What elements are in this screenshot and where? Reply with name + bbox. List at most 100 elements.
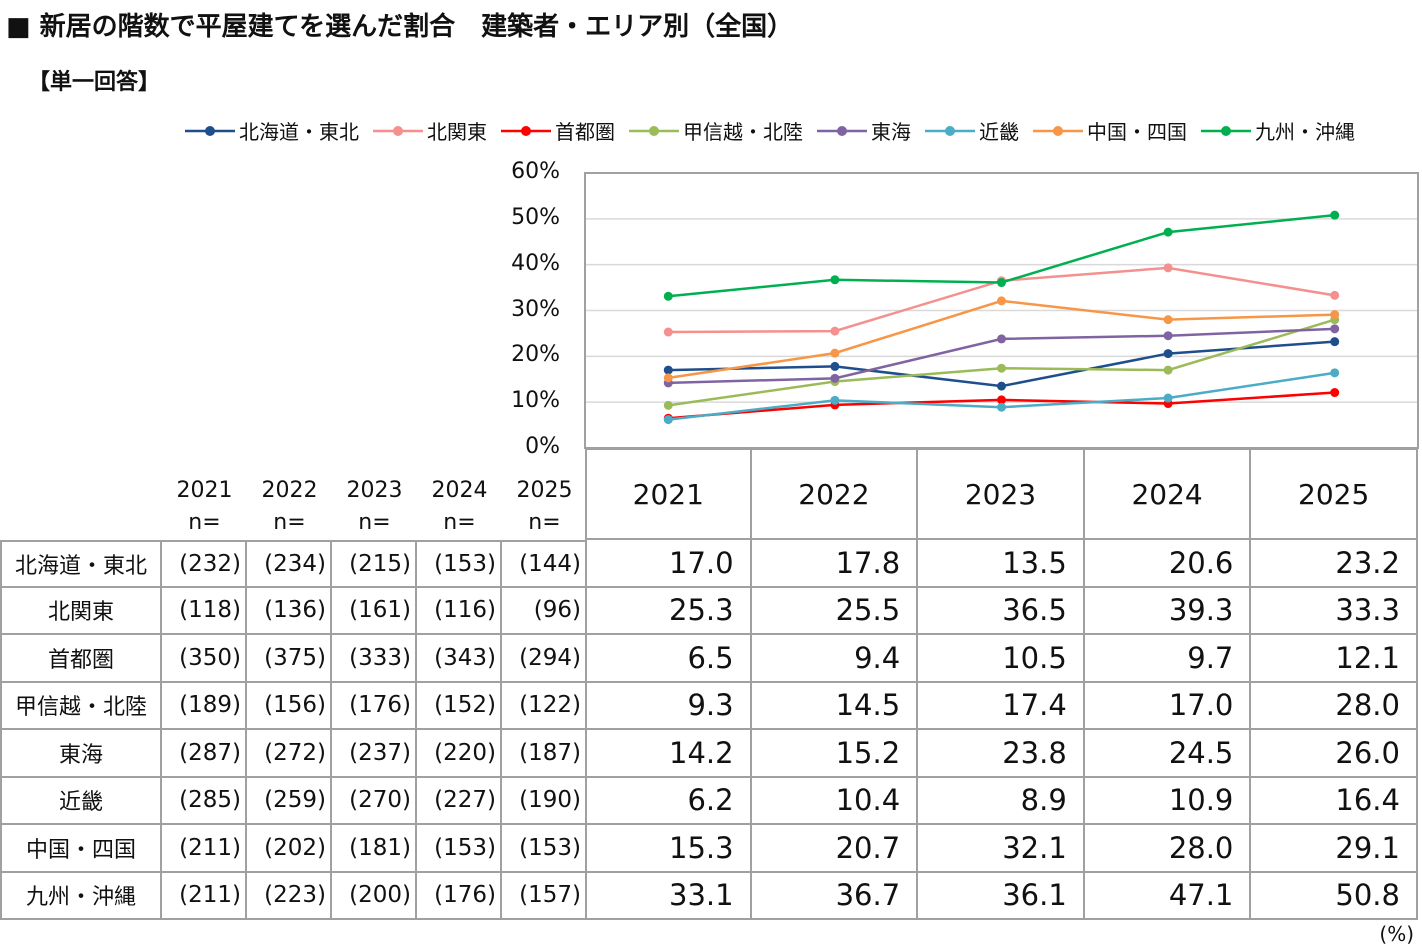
value-cell-text: 23.2 (1335, 545, 1400, 580)
legend-item: 北関東 (373, 116, 487, 145)
value-cell-text: 17.8 (835, 545, 901, 580)
value-cell-text: 6.5 (687, 640, 734, 675)
legend-label: 首都圏 (555, 120, 615, 144)
row-label: 九州・沖縄 (0, 872, 162, 920)
data-point (830, 395, 840, 405)
legend-marker-icon (373, 125, 423, 136)
sample-size-cell: (285) (162, 777, 247, 825)
sample-size-cell-text: (285) (179, 787, 241, 814)
y-tick-label: 20% (511, 342, 560, 368)
value-cell-text: 28.0 (1335, 688, 1400, 723)
value-cell: 17.8 (751, 540, 919, 588)
sample-size-cell: (96) (502, 587, 587, 635)
year-header: 2025 (1251, 448, 1418, 540)
value-cell-text: 50.8 (1335, 878, 1400, 913)
n-year-header: 2023 (346, 478, 403, 503)
sample-size-cell-text: (287) (179, 739, 241, 766)
legend-item: 近畿 (925, 116, 1019, 145)
sample-size-cell-text: (118) (179, 597, 241, 624)
value-cell-text: 28.0 (1168, 830, 1234, 865)
y-tick-label: 30% (511, 296, 560, 322)
sample-size-cell-text: (176) (349, 692, 411, 719)
year-header-text: 2021 (632, 477, 704, 511)
n-label: n= (358, 510, 391, 535)
data-point (663, 327, 673, 337)
data-point (1330, 337, 1340, 347)
sample-size-cell-text: (122) (519, 692, 581, 719)
year-header-text: 2023 (964, 477, 1037, 511)
legend-item: 首都圏 (501, 116, 615, 145)
data-point (997, 381, 1006, 391)
sample-size-cell: (136) (247, 587, 332, 635)
sample-size-cell: (202) (247, 825, 332, 873)
data-point (1330, 324, 1340, 334)
row-label: 北関東 (0, 587, 162, 635)
value-cell: 32.1 (918, 825, 1085, 873)
year-header: 2024 (1084, 448, 1252, 540)
sample-size-cell-text: (227) (434, 787, 496, 814)
y-tick-label: 60% (511, 159, 560, 184)
data-point (997, 278, 1006, 288)
sample-size-cell: (190) (502, 777, 587, 825)
legend-item: 北海道・東北 (185, 116, 359, 145)
sample-size-cell: (189) (162, 682, 247, 730)
value-cell: 23.2 (1251, 540, 1418, 588)
value-cell: 25.3 (585, 587, 752, 635)
value-cell: 15.2 (751, 730, 919, 778)
data-point (830, 373, 840, 383)
year-header-text: 2022 (798, 477, 870, 511)
value-cell-text: 15.3 (669, 830, 734, 865)
sample-size-cell: (187) (502, 730, 587, 778)
sample-size-cell: (211) (162, 825, 247, 873)
legend-marker-icon (925, 125, 975, 136)
sample-size-cell: (144) (502, 540, 587, 588)
sample-size-cell: (343) (417, 635, 502, 683)
value-cell: 10.5 (918, 635, 1085, 683)
value-cell: 6.5 (585, 635, 752, 683)
sample-size-cell: (272) (247, 730, 332, 778)
value-cell-text: 16.4 (1335, 783, 1400, 818)
sample-size-cell: (153) (502, 825, 587, 873)
sample-size-cell-text: (343) (434, 644, 496, 671)
sample-size-cell-text: (270) (349, 787, 411, 814)
year-header: 2023 (918, 448, 1085, 540)
sample-size-cell-text: (294) (519, 644, 581, 671)
chart-title: ■ 新居の階数で平屋建てを選んだ割合 建築者・エリア別（全国） (6, 12, 794, 42)
data-point (997, 395, 1006, 405)
value-cell: 20.6 (1084, 540, 1252, 588)
sample-size-cell-text: (176) (434, 882, 496, 909)
value-cell-text: 33.1 (669, 878, 734, 913)
n-label: n= (188, 510, 221, 535)
sample-size-cell: (287) (162, 730, 247, 778)
sample-size-cell-text: (144) (519, 550, 581, 577)
n-label: n= (443, 510, 476, 535)
n-label: n= (528, 510, 561, 535)
row-label-text: 九州・沖縄 (25, 885, 136, 911)
year-header-text: 2024 (1131, 477, 1203, 511)
value-cell: 17.0 (585, 540, 752, 588)
sample-size-cell-text: (375) (264, 644, 326, 671)
value-cell-text: 39.3 (1168, 593, 1234, 628)
data-point (663, 400, 673, 410)
legend-marker-icon (501, 125, 551, 136)
sample-size-cell: (350) (162, 635, 247, 683)
data-point (1330, 290, 1340, 300)
value-cell: 17.0 (1084, 682, 1252, 730)
y-tick-label: 10% (511, 388, 560, 414)
sample-size-cell: (237) (332, 730, 417, 778)
value-cell: 9.3 (585, 682, 752, 730)
sample-size-cell: (156) (247, 682, 332, 730)
row-label: 北海道・東北 (0, 540, 162, 588)
sample-size-cell: (122) (502, 682, 587, 730)
value-cell: 39.3 (1084, 587, 1252, 635)
legend-label: 近畿 (979, 120, 1019, 144)
sample-size-cell-text: (350) (179, 644, 241, 671)
value-cell: 9.7 (1084, 635, 1252, 683)
data-point (1163, 393, 1173, 403)
y-tick-label: 40% (511, 250, 560, 276)
data-point (997, 296, 1006, 306)
sample-size-cell: (161) (332, 587, 417, 635)
sample-size-cell-text: (211) (179, 834, 241, 861)
value-cell-text: 25.5 (835, 593, 901, 628)
data-point (663, 365, 673, 375)
